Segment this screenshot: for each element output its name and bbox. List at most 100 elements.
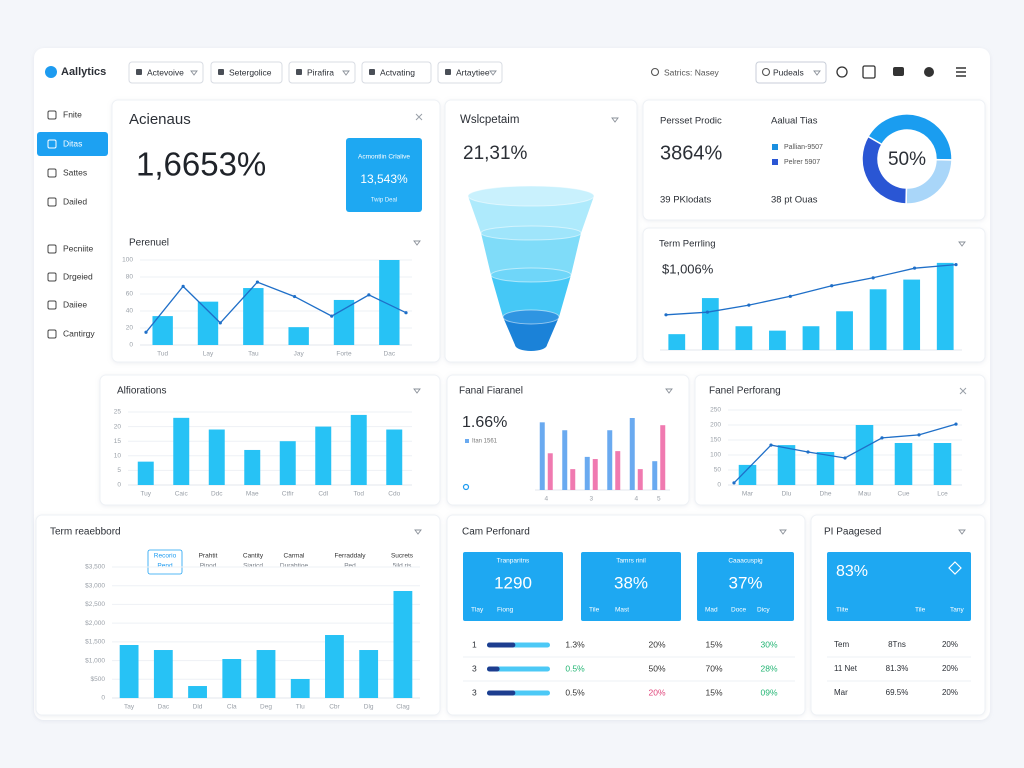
bar — [894, 443, 913, 485]
filter-button[interactable] — [210, 61, 283, 84]
y-tick-label: $1,000 — [85, 657, 105, 664]
filter-button[interactable] — [361, 61, 432, 84]
filter-button[interactable] — [288, 61, 356, 84]
icon-button[interactable] — [836, 66, 848, 78]
kpi-foot: 39 PKlodats — [660, 195, 711, 206]
y-tick-label: $2,500 — [85, 601, 105, 608]
legend-label: Pallian-9507 — [784, 144, 823, 151]
x-tick-label: Mae — [246, 491, 259, 498]
table-cell: 28% — [760, 663, 777, 673]
column-header: 5ild ris — [393, 563, 413, 570]
x-tick-label: Tlu — [296, 704, 305, 711]
panel-title: PI Paagesed — [824, 527, 881, 538]
line — [145, 281, 407, 333]
kpi-card — [697, 552, 794, 621]
nav-item: Daiiee — [63, 299, 87, 309]
table-cell: 0.5% — [565, 663, 585, 673]
bar — [290, 678, 310, 698]
filter-label: Artaytiee — [456, 67, 490, 77]
y-tick-label: 10 — [114, 453, 122, 460]
icon-button[interactable] — [862, 65, 876, 79]
line-point — [255, 280, 260, 284]
line-point — [218, 321, 222, 325]
y-tick-label: 20 — [114, 423, 122, 430]
x-tick-label: Cla — [227, 704, 237, 711]
kpi-value: 1,6653% — [136, 146, 266, 183]
close-icon[interactable] — [415, 113, 423, 121]
line-point — [830, 284, 834, 288]
panel-title: Fanel Perforang — [709, 386, 781, 397]
kpi-value: $1,006% — [662, 261, 714, 276]
x-tick-label: Tod — [354, 491, 365, 498]
column-header: Ferraddaly — [334, 553, 366, 560]
kpi-value: 21,31% — [463, 143, 528, 164]
menu-icon[interactable] — [956, 67, 966, 77]
icon-button[interactable] — [893, 67, 904, 76]
line-point — [769, 443, 773, 447]
dropdown-caret — [958, 241, 966, 247]
legend-swatch — [772, 159, 778, 165]
icon-button[interactable] — [924, 67, 934, 77]
select-label: Pudeals — [773, 67, 804, 77]
progress-fill — [487, 642, 516, 648]
x-tick-label: Cdo — [388, 491, 400, 498]
filter-icon — [445, 69, 451, 75]
bar — [933, 443, 952, 485]
card-foot: Tany — [950, 607, 964, 614]
funnel-rim — [467, 185, 595, 207]
line-point — [330, 314, 334, 318]
x-tick-label: 4 — [544, 496, 548, 503]
line-point — [917, 433, 921, 437]
kpi-value: 3864% — [660, 142, 722, 164]
close-icon[interactable] — [959, 387, 967, 395]
card-value: 83% — [836, 563, 868, 580]
bar — [660, 425, 666, 490]
y-tick-label: 0 — [101, 695, 105, 702]
panel-title: Acienaus — [129, 111, 191, 128]
donut-segment — [861, 135, 908, 205]
line-point — [181, 284, 185, 288]
nav-item: Dailed — [63, 196, 87, 206]
funnel-layer — [491, 275, 571, 323]
bar — [197, 301, 219, 345]
y-tick-label: 200 — [710, 422, 721, 429]
card-foot: Doce — [731, 607, 747, 614]
dropdown-caret — [414, 529, 422, 535]
nav-item: Drgeied — [63, 271, 93, 281]
table-cell: 1.3% — [565, 639, 585, 649]
bar — [701, 298, 719, 350]
x-tick-label: Forte — [336, 351, 352, 358]
y-tick-label: $1,500 — [85, 639, 105, 646]
row-rank: 3 — [472, 663, 477, 673]
bar — [119, 645, 139, 698]
card-foot: Twip Deal — [371, 198, 397, 204]
y-tick-label: $2,000 — [85, 620, 105, 627]
y-tick-label: 25 — [114, 409, 122, 416]
panel-title: Cam Perfonard — [462, 527, 530, 538]
nav-icon — [47, 244, 57, 254]
card-value: 1290 — [494, 573, 532, 592]
select-box[interactable] — [755, 61, 827, 84]
panel-title: Fanal Fiaranel — [459, 386, 523, 397]
nav-icon — [47, 329, 57, 339]
y-tick-label: 80 — [126, 274, 134, 281]
progress-fill — [487, 666, 500, 672]
x-tick-label: Mau — [858, 491, 871, 498]
select-icon — [761, 67, 771, 77]
column-header: Pend — [157, 563, 173, 570]
bar — [256, 650, 276, 698]
table-cell: Tem — [834, 640, 849, 649]
bar — [547, 453, 553, 490]
dropdown-caret — [413, 388, 421, 394]
nav-icon — [47, 168, 57, 178]
x-tick-label: Clag — [396, 704, 410, 711]
column-header: Durahtioe — [280, 563, 309, 570]
column-header: Ped — [344, 563, 356, 570]
bar — [222, 658, 242, 698]
filter-button[interactable] — [437, 61, 503, 84]
filter-button[interactable] — [128, 61, 204, 84]
dropdown-caret — [779, 529, 787, 535]
x-tick-label: Dlu — [782, 491, 792, 498]
x-tick-label: Lce — [937, 491, 948, 498]
bar — [637, 469, 643, 490]
